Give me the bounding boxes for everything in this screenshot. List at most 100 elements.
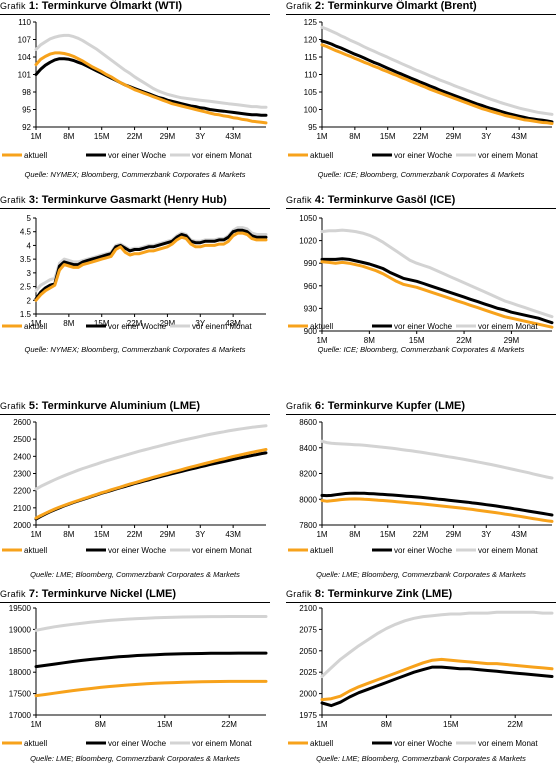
series-line-woche — [34, 228, 268, 301]
legend-label: aktuell — [310, 546, 333, 555]
x-tick-label: 22M — [127, 530, 143, 539]
x-tick-label: 1M — [316, 336, 327, 345]
grafik-panel-3: Grafik 3: Terminkurve Gasmarkt (Henry Hu… — [0, 194, 270, 384]
legend-label: vor einem Monat — [478, 739, 538, 748]
x-tick-label: 3Y — [195, 530, 205, 539]
x-tick-label: 15M — [94, 530, 110, 539]
x-tick-label: 22M — [456, 336, 472, 345]
y-tick-label: 3.5 — [20, 255, 32, 264]
panel-number: 7: — [28, 588, 39, 600]
legend-label: vor einem Monat — [478, 151, 538, 160]
y-tick-label: 2400 — [13, 452, 31, 461]
y-tick-label: 2025 — [299, 668, 317, 677]
grafik-word: Grafik — [0, 589, 26, 599]
chart-plot-1: 92 95 98 101 104 107 110 1M 8M 15M 22M 29M 3Y 43M aktu… — [2, 18, 268, 160]
legend-label: vor einer Woche — [394, 151, 453, 160]
panel-number: 1: — [28, 0, 39, 12]
panel-title: Terminkurve Kupfer (LME) — [327, 400, 466, 412]
x-tick-label: 3Y — [481, 530, 491, 539]
series-line-aktuell — [34, 231, 268, 302]
y-tick-label: 2600 — [13, 418, 31, 427]
source-note: Quelle: ICE; Bloomberg, Commerzbank Corp… — [317, 170, 525, 179]
y-tick-label: 19500 — [9, 604, 32, 613]
series-line-woche — [320, 39, 554, 124]
series-line-monat — [34, 424, 268, 491]
y-tick-label: 95 — [22, 106, 31, 115]
x-tick-label: 22M — [127, 132, 143, 141]
y-tick-label: 2.5 — [20, 283, 32, 292]
x-tick-label: 1M — [316, 720, 327, 729]
legend-label: vor einer Woche — [108, 151, 167, 160]
source-note: Quelle: NYMEX; Bloomberg, Commerzbank Co… — [24, 170, 246, 179]
y-tick-label: 18500 — [9, 647, 32, 656]
panel-title: Terminkurve Ölmarkt (WTI) — [41, 0, 183, 12]
y-tick-label: 98 — [22, 88, 31, 97]
y-tick-label: 960 — [304, 282, 318, 291]
legend-label: vor einer Woche — [394, 546, 453, 555]
x-tick-label: 29M — [160, 132, 176, 141]
x-tick-label: 8M — [349, 132, 360, 141]
grafik-panel-5: Grafik 5: Terminkurve Aluminium (LME) 20… — [0, 400, 270, 590]
x-tick-label: 29M — [504, 336, 520, 345]
x-tick-label: 15M — [380, 530, 396, 539]
y-tick-label: 19000 — [9, 625, 32, 634]
x-tick-label: 8M — [95, 720, 106, 729]
legend-label: vor einem Monat — [192, 739, 252, 748]
y-tick-label: 3 — [27, 269, 32, 278]
legend-label: vor einer Woche — [108, 546, 167, 555]
y-tick-label: 2000 — [13, 521, 31, 530]
y-tick-label: 5 — [27, 214, 32, 223]
panel-number: 2: — [314, 0, 325, 12]
y-tick-label: 115 — [304, 53, 317, 62]
chart-plot-5: 2000 2100 2200 2300 2400 2500 2600 1M 8M 15M 22M 29… — [2, 418, 268, 555]
grafik-word: Grafik — [286, 589, 312, 599]
y-tick-label: 7800 — [299, 521, 317, 530]
series-line-woche — [320, 257, 554, 325]
series-line-aktuell — [320, 260, 554, 329]
series-line-woche — [320, 665, 554, 708]
panel-title: Terminkurve Nickel (LME) — [41, 588, 176, 600]
panel-number: 6: — [314, 400, 325, 412]
legend-label: aktuell — [310, 151, 333, 160]
series-line-aktuell — [320, 43, 554, 125]
x-tick-label: 1M — [30, 319, 41, 328]
x-tick-label: 29M — [160, 530, 176, 539]
grafik-word: Grafik — [0, 195, 26, 205]
series-line-monat — [34, 615, 268, 632]
series-line-aktuell — [320, 657, 554, 702]
legend-label: vor einem Monat — [192, 546, 252, 555]
legend-label: vor einer Woche — [394, 322, 453, 331]
x-tick-label: 1M — [316, 530, 327, 539]
panel-header: Grafik 8: Terminkurve Zink (LME) — [286, 588, 556, 603]
legend-label: vor einem Monat — [192, 322, 252, 331]
grafik-panel-6: Grafik 6: Terminkurve Kupfer (LME) 7800 8… — [286, 400, 556, 590]
y-tick-label: 2100 — [13, 504, 31, 513]
x-tick-label: 1M — [30, 132, 41, 141]
chart-plot-2: 95 100 105 110 115 120 125 1M 8M 15M 22M 29M 3Y 43M ak… — [288, 18, 554, 160]
y-tick-label: 110 — [18, 18, 31, 27]
series-line-monat — [320, 228, 554, 319]
grafik-panel-7: Grafik 7: Terminkurve Nickel (LME) 17000… — [0, 588, 270, 778]
x-tick-label: 22M — [507, 720, 523, 729]
source-note: Quelle: NYMEX; Bloomberg, Commerzbank Co… — [24, 345, 246, 354]
x-tick-label: 43M — [225, 319, 241, 328]
y-tick-label: 8000 — [299, 495, 317, 504]
panel-number: 3: — [28, 194, 39, 206]
grafik-word: Grafik — [286, 401, 312, 411]
y-tick-label: 2100 — [299, 604, 317, 613]
panel-number: 4: — [314, 194, 325, 206]
y-tick-label: 2050 — [299, 647, 317, 656]
x-tick-label: 43M — [225, 530, 241, 539]
legend-label: aktuell — [24, 151, 47, 160]
y-tick-label: 1050 — [299, 214, 317, 223]
panel-number: 5: — [28, 400, 39, 412]
legend-label: vor einem Monat — [478, 322, 538, 331]
panel-title: Terminkurve Gasmarkt (Henry Hub) — [41, 194, 227, 206]
x-tick-label: 22M — [413, 132, 429, 141]
legend-label: vor einem Monat — [192, 151, 252, 160]
chart-plot-3: 1.5 2 2.5 3 3.5 4 4.5 5 1M 8M 15M 22M 29M 3Y 43M aktuel… — [2, 214, 268, 331]
y-tick-label: 2300 — [13, 470, 31, 479]
panel-title: Terminkurve Zink (LME) — [327, 588, 453, 600]
series-line-monat — [320, 610, 554, 678]
legend-label: vor einer Woche — [108, 739, 167, 748]
